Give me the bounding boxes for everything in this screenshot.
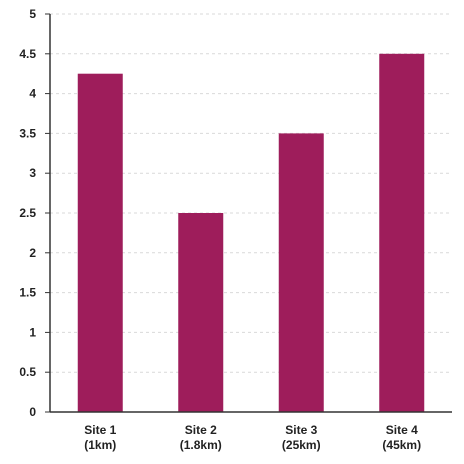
y-tick-label: 5 — [29, 7, 36, 21]
bar-3 — [278, 133, 324, 412]
x-category-label: (1km) — [84, 438, 116, 452]
x-category-label: Site 2 — [185, 423, 217, 437]
y-tick-label: 0 — [29, 405, 36, 419]
x-category-label: Site 4 — [386, 423, 418, 437]
y-tick-label: 3 — [29, 166, 36, 180]
y-tick-label: 0.5 — [19, 365, 36, 379]
x-category-labels: Site 1(1km) Site 2(1.8km) Site 3(25km) Site… — [84, 423, 421, 452]
x-category-label: Site 1 — [84, 423, 116, 437]
y-tick-labels: 0 0.5 1 1.5 2 2.5 3 3.5 4 4.5 5 — [19, 7, 36, 419]
x-category-label: Site 3 — [285, 423, 317, 437]
x-category-label: (25km) — [282, 438, 321, 452]
y-tick-label: 3.5 — [19, 126, 36, 140]
axes — [45, 13, 452, 413]
bar-2 — [178, 213, 224, 412]
y-tick-label: 1.5 — [19, 286, 36, 300]
y-tick-label: 2.5 — [19, 206, 36, 220]
x-category-label: (45km) — [382, 438, 421, 452]
y-tick-label: 4.5 — [19, 47, 36, 61]
y-tick-label: 4 — [29, 87, 36, 101]
bar-1 — [77, 73, 123, 412]
x-category-label: (1.8km) — [180, 438, 222, 452]
bars — [77, 53, 425, 413]
bar-4 — [379, 53, 425, 413]
y-tick-label: 1 — [29, 325, 36, 339]
y-tick-label: 2 — [29, 246, 36, 260]
